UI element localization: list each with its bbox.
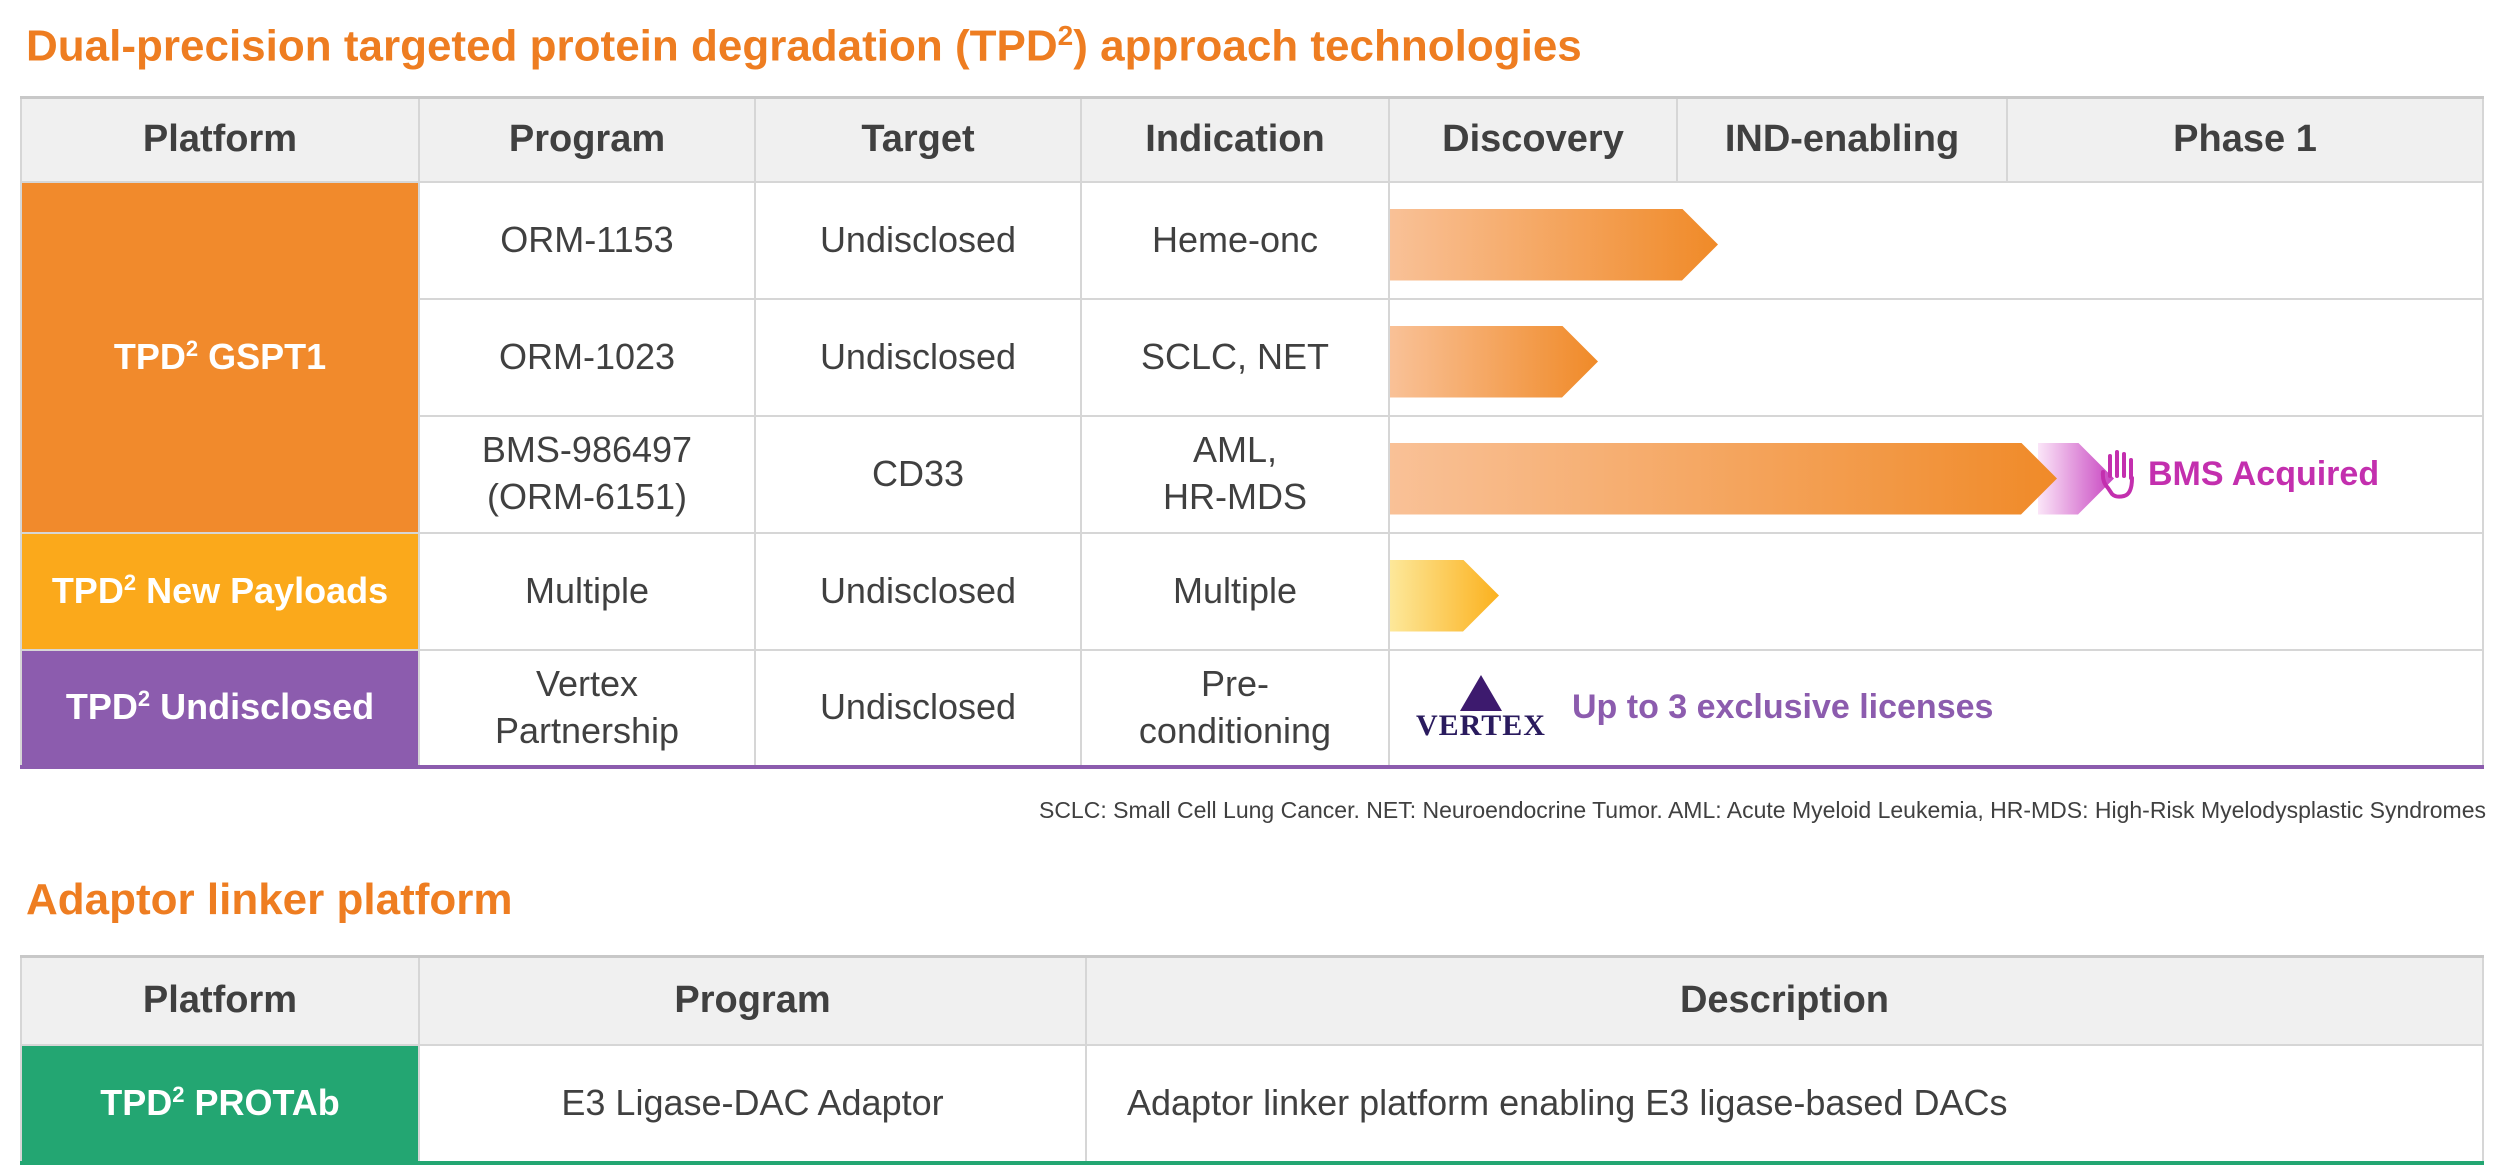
progress-bar — [1390, 560, 1499, 632]
pipeline-table: Platform Program Target Indication Disco… — [20, 96, 2484, 769]
program-cell: E3 Ligase-DAC Adaptor — [418, 1043, 1087, 1164]
indication-cell: Multiple — [1080, 531, 1390, 651]
header-discovery: Discovery — [1388, 96, 1678, 183]
progress-bar — [1390, 443, 2057, 515]
pipeline-header-row: Platform Program Target Indication Disco… — [20, 96, 2484, 183]
vertex-partner: VERTEX Up to 3 exclusive licenses — [1416, 651, 1993, 765]
table-row: TPD2 New Payloads Multiple Undisclosed M… — [20, 531, 2484, 651]
progress-bar — [1390, 209, 1718, 281]
target-cell: Undisclosed — [754, 180, 1082, 300]
progress-cell — [1388, 531, 2484, 651]
target-cell: Undisclosed — [754, 531, 1082, 651]
target-cell: CD33 — [754, 414, 1082, 534]
header-indication: Indication — [1080, 96, 1390, 183]
indication-cell: Pre- conditioning — [1080, 648, 1390, 768]
section-title-adaptor: Adaptor linker platform — [26, 875, 513, 924]
program-cell: ORM-1153 — [418, 180, 756, 300]
table-row: ORM-1023 Undisclosed SCLC, NET — [21, 297, 2484, 417]
indication-cell: Heme-onc — [1080, 180, 1390, 300]
platform-protab: TPD2 PROTAb — [20, 1043, 420, 1164]
table-row: TPD2 GSPT1 ORM-1153 Undisclosed Heme-onc — [20, 180, 2484, 534]
indication-cell: SCLC, NET — [1080, 297, 1390, 417]
progress-cell: BMS Acquired — [1388, 414, 2484, 534]
header-platform: Platform — [20, 955, 420, 1046]
table-row: TPD2 Undisclosed Vertex Partnership Undi… — [20, 648, 2484, 768]
progress-cell — [1388, 297, 2484, 417]
header-phase1: Phase 1 — [2006, 96, 2484, 183]
target-cell: Undisclosed — [754, 297, 1082, 417]
progress-cell: VERTEX Up to 3 exclusive licenses — [1388, 648, 2484, 768]
table-row: BMS-986497 (ORM-6151) CD33 AML, HR-MDS — [21, 414, 2484, 534]
platform-gspt1: TPD2 GSPT1 — [20, 180, 420, 534]
section-title-tpd2: Dual-precision targeted protein degradat… — [26, 20, 1582, 71]
program-cell: Vertex Partnership — [418, 648, 756, 768]
table-row: TPD2 PROTAb E3 Ligase-DAC Adaptor Adapto… — [20, 1043, 2484, 1164]
platform-new-payloads: TPD2 New Payloads — [20, 531, 420, 651]
header-program: Program — [418, 955, 1087, 1046]
bms-acquired: BMS Acquired — [2098, 417, 2379, 532]
header-description: Description — [1085, 955, 2484, 1046]
header-ind-enabling: IND-enabling — [1676, 96, 2008, 183]
program-cell: BMS-986497 (ORM-6151) — [418, 414, 756, 534]
header-target: Target — [754, 96, 1082, 183]
adaptor-header-row: Platform Program Description — [20, 955, 2484, 1046]
bms-acquired-label: BMS Acquired — [2148, 454, 2380, 493]
program-cell: ORM-1023 — [418, 297, 756, 417]
description-cell: Adaptor linker platform enabling E3 liga… — [1085, 1043, 2484, 1164]
vertex-license-note: Up to 3 exclusive licenses — [1571, 688, 1994, 727]
target-cell: Undisclosed — [754, 648, 1082, 768]
indication-cell: AML, HR-MDS — [1080, 414, 1390, 534]
adaptor-table: Platform Program Description TPD2 PROTAb… — [20, 955, 2484, 1165]
vertex-logo-icon: VERTEX — [1416, 674, 1546, 742]
footnote: SCLC: Small Cell Lung Cancer. NET: Neuro… — [1038, 797, 2486, 823]
hand-stop-icon — [2100, 450, 2134, 499]
program-cell: Multiple — [418, 531, 756, 651]
progress-cell — [1388, 180, 2484, 300]
progress-bar — [1390, 326, 1598, 398]
vertex-logo-word: VERTEX — [1416, 708, 1546, 742]
header-platform: Platform — [20, 96, 420, 183]
platform-undisclosed: TPD2 Undisclosed — [20, 648, 420, 768]
header-program: Program — [418, 96, 756, 183]
